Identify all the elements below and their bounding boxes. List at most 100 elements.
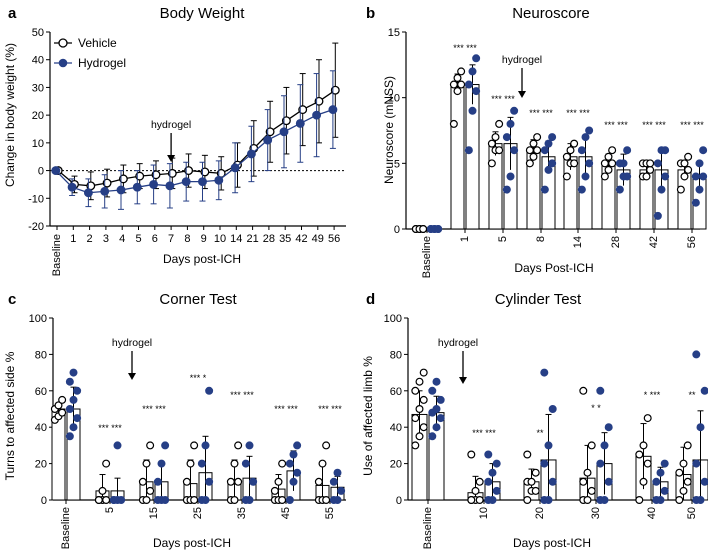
data-point-hydrogel [436, 395, 445, 404]
data-point-vehicle [471, 486, 480, 495]
data-point-hydrogel [615, 185, 624, 194]
data-point-vehicle [234, 477, 243, 486]
data-point-hydrogel [428, 386, 437, 395]
data-point-vehicle [457, 67, 466, 76]
data-point-vehicle [533, 133, 542, 142]
data-point-vehicle [643, 414, 652, 423]
data-point-vehicle [643, 459, 652, 468]
data-point-vehicle [419, 225, 428, 234]
data-point-hydrogel [585, 159, 594, 168]
data-point-hydrogel [65, 432, 74, 441]
data-point-hydrogel [181, 177, 191, 187]
data-point-hydrogel [67, 182, 77, 192]
y-axis-label-d: Use of affected limb % [361, 356, 375, 476]
data-point-vehicle [322, 441, 331, 450]
data-point-vehicle [298, 105, 308, 115]
data-point-vehicle [182, 477, 191, 486]
significance-label: *** *** [472, 428, 496, 438]
y-axis-label-c: Turns to affected side % [3, 351, 17, 480]
y-tick-label: 40 [32, 55, 44, 67]
data-point-vehicle [679, 459, 688, 468]
data-point-hydrogel [197, 459, 206, 468]
hydrogel-annotation: hydrogel [502, 54, 542, 66]
data-point-vehicle [642, 172, 651, 181]
y-tick-label: 40 [390, 422, 402, 434]
data-point-hydrogel [656, 496, 665, 505]
data-point-hydrogel [604, 477, 613, 486]
y-tick-label: 5 [394, 158, 400, 170]
chart-title-b: Neuroscore [512, 5, 590, 22]
y-tick-label: 15 [388, 27, 400, 39]
data-point-hydrogel [695, 185, 704, 194]
data-point-vehicle [579, 386, 588, 395]
data-point-hydrogel [289, 450, 298, 459]
data-point-vehicle [646, 165, 655, 174]
neuroscore-panel: b Neuroscore Neuroscore (mNSS) Days Post… [366, 5, 708, 278]
hydrogel-annotation: hydrogel [112, 337, 152, 349]
data-point-hydrogel [660, 486, 669, 495]
data-point-vehicle [635, 496, 644, 505]
data-point-vehicle [230, 459, 239, 468]
data-point-hydrogel [700, 386, 708, 395]
data-point-vehicle [475, 496, 484, 505]
data-point-hydrogel [696, 496, 705, 505]
x-tick-label: 56 [686, 236, 698, 248]
data-point-hydrogel [604, 423, 613, 432]
data-point-hydrogel [201, 496, 210, 505]
data-point-vehicle [411, 386, 420, 395]
data-point-hydrogel [540, 459, 549, 468]
data-point-hydrogel [652, 477, 661, 486]
data-point-vehicle [146, 441, 155, 450]
data-point-hydrogel [432, 377, 441, 386]
annotation-arrow-head [167, 155, 176, 162]
data-point-hydrogel [492, 486, 501, 495]
data-point-hydrogel [337, 486, 346, 495]
x-tick-label: 2 [87, 233, 93, 245]
data-point-vehicle [684, 152, 693, 161]
data-point-vehicle [523, 450, 532, 459]
data-point-hydrogel [468, 67, 477, 76]
x-tick-label: 20 [534, 507, 546, 519]
y-tick-label: 60 [390, 386, 402, 398]
data-point-vehicle [680, 172, 689, 181]
x-tick-label: 40 [646, 507, 658, 519]
data-point-vehicle [587, 441, 596, 450]
hydrogel-annotation: hydrogel [438, 337, 478, 349]
plot-area-b: 0 5 10 15 Baseline 1 *** *** 5 *** *** 8 *** *** 14… [388, 27, 708, 278]
data-point-vehicle [600, 172, 609, 181]
data-point-vehicle [495, 146, 504, 155]
data-point-vehicle [94, 496, 103, 505]
y-tick-label: 0 [394, 224, 400, 236]
data-point-vehicle [562, 152, 571, 161]
data-point-vehicle [226, 477, 235, 486]
data-point-hydrogel [198, 177, 207, 187]
data-point-vehicle [467, 450, 476, 459]
x-tick-label: 5 [104, 507, 116, 513]
data-point-vehicle [419, 368, 428, 377]
data-point-hydrogel [696, 423, 705, 432]
data-point-vehicle [419, 423, 428, 432]
data-point-hydrogel [661, 172, 670, 181]
data-point-vehicle [142, 459, 151, 468]
data-point-vehicle [453, 73, 462, 82]
data-point-hydrogel [293, 441, 302, 450]
x-tick-label: 15 [148, 507, 160, 519]
data-point-hydrogel [488, 496, 497, 505]
data-point-hydrogel [246, 149, 256, 159]
x-tick-label: 4 [119, 233, 125, 245]
x-tick-label: 55 [324, 507, 336, 519]
y-tick-label: 30 [32, 82, 44, 94]
y-tick-label: 20 [390, 459, 402, 471]
significance-label: *** *** [529, 108, 553, 118]
data-point-vehicle [318, 459, 327, 468]
significance-label: * *** [644, 390, 661, 400]
data-point-hydrogel [548, 405, 557, 414]
x-tick-label: 6 [152, 233, 158, 245]
x-tick-label: Baseline [421, 236, 433, 278]
data-point-hydrogel [544, 496, 553, 505]
data-point-hydrogel [65, 405, 74, 414]
data-point-vehicle [676, 185, 685, 194]
data-point-vehicle [467, 496, 476, 505]
plot-area-c: 0 20 40 60 80 100 Baseline 5 *** *** 15 *** *** 25 *… [29, 313, 346, 549]
data-point-vehicle [527, 477, 536, 486]
